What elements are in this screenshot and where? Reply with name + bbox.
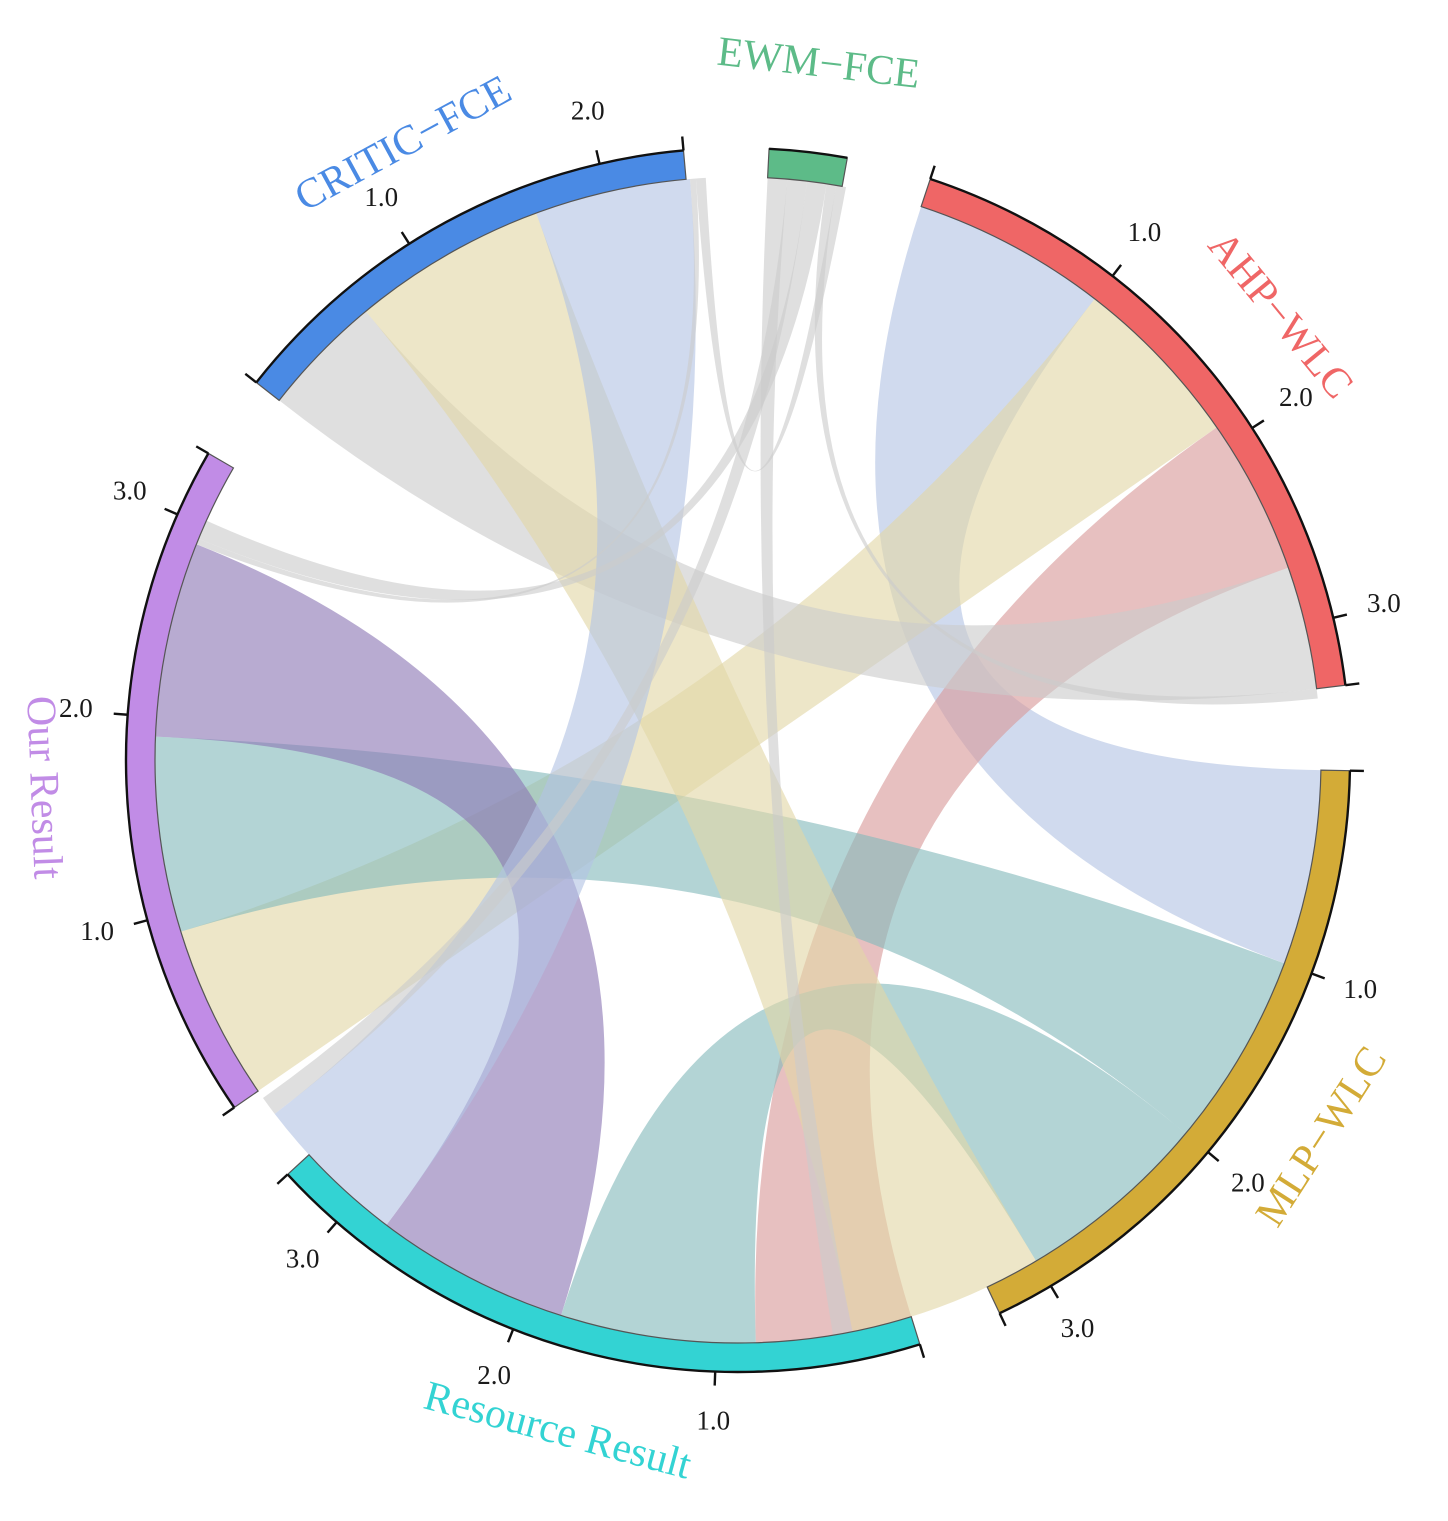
tick-label-ahp-wlc-0: 1.0 (1127, 217, 1161, 247)
ribbon-ewm-fce-to-critic-fce (695, 177, 847, 472)
sector-axis-cap-our-result-start (222, 1106, 235, 1117)
ribbon-ahp-wlc-to-critic-fce (279, 311, 1317, 701)
sector-axis-cap-critic-fce-start (244, 372, 258, 384)
ribbon-our-result-to-ewm-fce (198, 181, 827, 601)
ribbons-layer (155, 177, 1321, 1344)
tick-label-mlp-wlc-0: 1.0 (1343, 974, 1377, 1004)
tick-mark-resource-result-0 (713, 1371, 717, 1386)
tick-label-critic-fce-1: 2.0 (571, 95, 605, 125)
tick-mark-ahp-wlc-0 (1111, 264, 1123, 277)
sector-axis-cap-ahp-wlc-end (1345, 682, 1360, 687)
tick-mark-our-result-0 (133, 919, 148, 926)
ribbon-our-result-to-critic-fce (196, 178, 699, 603)
tick-label-mlp-wlc-2: 3.0 (1061, 1313, 1095, 1343)
ribbon-ahp-wlc-to-mlp-wlc (875, 206, 1321, 964)
sectors-layer (113, 136, 1364, 1386)
tick-label-resource-result-0: 1.0 (696, 1406, 730, 1436)
sector-axis-cap-ahp-wlc-start (929, 165, 936, 180)
sector-axis-cap-resource-result-start (918, 1344, 926, 1359)
tick-mark-our-result-2 (164, 507, 178, 516)
sector-axis-resource-result (286, 1173, 921, 1374)
tick-mark-critic-fce-1 (595, 149, 601, 165)
sector-axis-ewm-fce (769, 147, 848, 160)
sector-label-critic-fce: CRITIC−FCE (287, 67, 518, 221)
tick-mark-critic-fce-0 (400, 231, 411, 245)
tick-mark-our-result-1 (113, 712, 128, 716)
tick-label-ahp-wlc-1: 2.0 (1279, 382, 1313, 412)
ribbon-mlp-wlc-to-ewm-fce (760, 177, 853, 1336)
tick-mark-ahp-wlc-1 (1251, 419, 1265, 430)
tick-label-our-result-1: 2.0 (59, 693, 93, 723)
sector-axis-cap-our-result-end (195, 445, 209, 455)
ribbon-mlp-wlc-to-critic-fce (365, 213, 1037, 1332)
ribbon-resource-result-to-critic-fce (274, 178, 696, 1226)
tick-label-resource-result-1: 2.0 (477, 1360, 511, 1390)
sector-label-mlp-wlc: MLP−WLC (1247, 1039, 1396, 1235)
sector-axis-cap-mlp-wlc-end (998, 1312, 1007, 1327)
sector-label-ahp-wlc: AHP−WLC (1199, 223, 1362, 408)
tick-label-critic-fce-0: 1.0 (364, 182, 398, 212)
ribbon-mlp-wlc-to-our-result (155, 736, 1285, 1134)
tick-mark-mlp-wlc-2 (1049, 1285, 1060, 1299)
tick-label-mlp-wlc-1: 2.0 (1231, 1168, 1265, 1198)
tick-mark-mlp-wlc-0 (1311, 972, 1326, 980)
sector-axis-cap-resource-result-end (276, 1173, 289, 1185)
sector-axis-mlp-wlc (999, 770, 1352, 1315)
tick-label-our-result-2: 3.0 (113, 476, 147, 506)
sector-axis-our-result (124, 452, 236, 1109)
tick-label-resource-result-2: 3.0 (286, 1244, 320, 1274)
tick-mark-ahp-wlc-2 (1332, 613, 1348, 620)
tick-label-our-result-0: 1.0 (80, 916, 114, 946)
tick-mark-resource-result-2 (326, 1221, 338, 1234)
sector-label-our-result: Our Result (17, 695, 70, 880)
sector-axis-critic-fce (255, 149, 684, 384)
ribbon-mlp-wlc-to-resource-result (561, 983, 1186, 1344)
tick-mark-mlp-wlc-1 (1207, 1151, 1220, 1162)
ribbon-resource-result-to-our-result (155, 544, 605, 1316)
tick-mark-resource-result-1 (506, 1328, 515, 1343)
sector-label-resource-result: Resource Result (419, 1373, 696, 1489)
sector-label-ewm-fce: EWM−FCE (715, 29, 922, 98)
sector-axis-cap-critic-fce-end (681, 136, 685, 151)
tick-label-ahp-wlc-2: 3.0 (1367, 588, 1401, 618)
sector-axis-ahp-wlc (929, 177, 1347, 686)
